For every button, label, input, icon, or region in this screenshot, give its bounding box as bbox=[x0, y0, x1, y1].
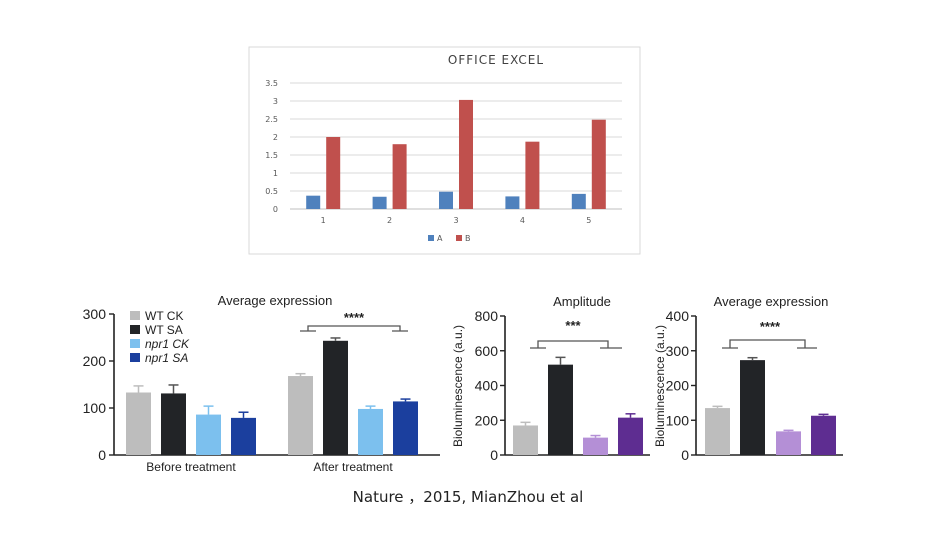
y-tick-label: 0 bbox=[98, 447, 106, 463]
bar-series-a-cat-1 bbox=[306, 195, 321, 209]
legend-swatch bbox=[130, 353, 140, 362]
y-tick-label: 600 bbox=[475, 343, 499, 359]
bar-wt-ck-group-1 bbox=[288, 376, 313, 455]
bio-avg-expression-chart: 0 100 200 300 400 **** bbox=[666, 308, 843, 463]
bar-4 bbox=[618, 417, 643, 455]
legend-label: WT SA bbox=[145, 323, 183, 337]
bar-npr1-sa-group-1 bbox=[393, 401, 418, 455]
x-tick-label: 3 bbox=[453, 216, 458, 225]
bar-wt-sa-group-0 bbox=[161, 393, 186, 455]
y-tick-label: 3 bbox=[273, 97, 278, 106]
amplitude-chart: 0 200 400 600 800 *** bbox=[475, 308, 650, 463]
bar-4 bbox=[811, 415, 836, 455]
legend-swatch-a bbox=[428, 235, 434, 241]
bar-series-a-cat-3 bbox=[439, 191, 453, 209]
bar-2 bbox=[740, 360, 765, 455]
excel-chart-title: OFFICE EXCEL bbox=[448, 53, 544, 67]
y-tick-label: 1 bbox=[273, 169, 278, 178]
y-tick-label: 200 bbox=[83, 353, 107, 369]
y-tick-label: 2.5 bbox=[265, 115, 278, 124]
bar-series-b-cat-4 bbox=[525, 141, 540, 209]
figure-caption: Nature ，2015, MianZhou et al bbox=[352, 488, 584, 506]
bar-3 bbox=[583, 437, 608, 455]
bar-series-b-cat-3 bbox=[459, 99, 473, 209]
bar-3 bbox=[776, 431, 801, 455]
legend-label-a: A bbox=[437, 234, 443, 243]
y-tick-label: 300 bbox=[666, 343, 690, 359]
y-tick-label: 3.5 bbox=[265, 79, 278, 88]
bar-wt-sa-group-1 bbox=[323, 340, 348, 455]
bar-wt-ck-group-0 bbox=[126, 392, 151, 455]
legend-label: WT CK bbox=[145, 309, 183, 323]
y-tick-label: 1.5 bbox=[265, 151, 278, 160]
amplitude-ylabel: Bioluminescence (a.u.) bbox=[451, 325, 465, 447]
amplitude-title: Amplitude bbox=[553, 294, 611, 309]
x-tick-label: 1 bbox=[321, 216, 326, 225]
bar-npr1-ck-group-1 bbox=[358, 408, 383, 455]
legend-swatch bbox=[130, 325, 140, 334]
bar-2 bbox=[548, 364, 573, 455]
y-tick-label: 0.5 bbox=[265, 187, 278, 196]
bar-series-b-cat-5 bbox=[591, 119, 606, 209]
x-group-label: Before treatment bbox=[146, 460, 236, 474]
y-tick-label: 200 bbox=[666, 378, 690, 394]
bar-1 bbox=[513, 425, 538, 455]
y-tick-label: 0 bbox=[681, 447, 689, 463]
significance-bracket bbox=[722, 339, 817, 349]
legend-label: npr1 CK bbox=[145, 337, 190, 351]
legend-label-b: B bbox=[465, 234, 471, 243]
y-tick-label: 0 bbox=[490, 447, 498, 463]
y-tick-label: 400 bbox=[666, 308, 690, 324]
legend-label: npr1 SA bbox=[145, 351, 188, 365]
avg-expression-title: Average expression bbox=[218, 293, 333, 308]
x-group-label: After treatment bbox=[313, 460, 393, 474]
significance-stars: *** bbox=[565, 318, 581, 333]
bio-avg-expression-title: Average expression bbox=[714, 294, 829, 309]
x-tick-label: 2 bbox=[387, 216, 392, 225]
legend-swatch-b bbox=[456, 235, 462, 241]
legend-swatch bbox=[130, 339, 140, 348]
bar-npr1-ck-group-0 bbox=[196, 414, 221, 455]
bar-series-a-cat-2 bbox=[372, 196, 387, 209]
bar-1 bbox=[705, 408, 730, 455]
y-tick-label: 2 bbox=[273, 133, 278, 142]
x-tick-label: 5 bbox=[586, 216, 591, 225]
significance-bracket bbox=[300, 325, 408, 332]
y-tick-label: 800 bbox=[475, 308, 499, 324]
y-tick-label: 100 bbox=[83, 400, 107, 416]
y-tick-label: 0 bbox=[273, 205, 278, 214]
y-tick-label: 300 bbox=[83, 306, 107, 322]
bar-series-a-cat-4 bbox=[505, 196, 520, 209]
significance-stars: **** bbox=[344, 310, 365, 325]
bar-npr1-sa-group-0 bbox=[231, 417, 256, 455]
excel-bar-chart: 0 0.5 1 1.5 2 2.5 3 3.5 1 2 3 4 5 A B bbox=[265, 79, 622, 243]
bar-series-b-cat-1 bbox=[326, 137, 341, 209]
significance-stars: **** bbox=[760, 319, 781, 334]
y-tick-label: 200 bbox=[475, 412, 499, 428]
excel-chart-frame bbox=[248, 46, 641, 255]
y-tick-label: 400 bbox=[475, 378, 499, 394]
bar-series-b-cat-2 bbox=[392, 144, 407, 209]
significance-bracket bbox=[530, 340, 622, 349]
x-tick-label: 4 bbox=[520, 216, 525, 225]
avg-expression-grouped-chart: 0 100 200 300 Before treatment After treatmen… bbox=[83, 306, 440, 474]
bar-series-a-cat-5 bbox=[571, 193, 586, 209]
bio-avg-ylabel: Bioluminescence (a.u.) bbox=[653, 325, 667, 447]
y-tick-label: 100 bbox=[666, 412, 690, 428]
legend-swatch bbox=[130, 311, 140, 320]
